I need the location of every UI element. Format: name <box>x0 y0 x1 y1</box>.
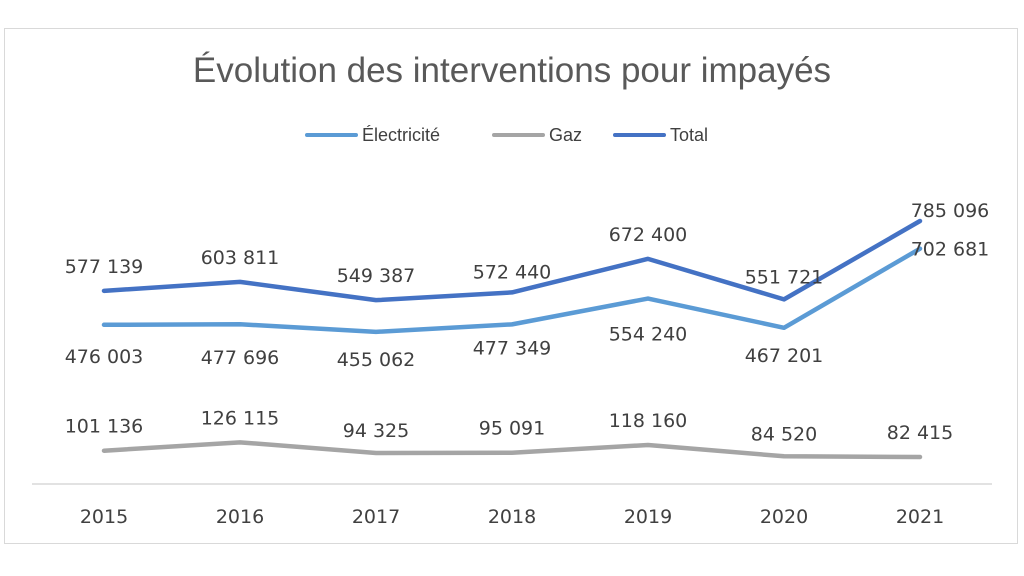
x-axis-ticks: 2015 2016 2017 2018 2019 2020 2021 <box>80 506 944 528</box>
x-tick-label-2017: 2017 <box>352 506 400 528</box>
data-label-total-2016: 603 811 <box>201 247 280 269</box>
data-label-total-2018: 572 440 <box>473 261 552 283</box>
data-label-electricite-2016: 477 696 <box>201 347 280 369</box>
legend-label-total: Total <box>670 125 708 145</box>
data-label-gaz-2020: 84 520 <box>751 423 817 445</box>
data-label-total-2019: 672 400 <box>609 224 688 246</box>
data-label-gaz-2018: 95 091 <box>479 418 545 440</box>
data-label-electricite-2017: 455 062 <box>337 349 416 371</box>
legend-label-gaz: Gaz <box>549 125 582 145</box>
data-label-gaz-2017: 94 325 <box>343 420 409 442</box>
x-tick-label-2015: 2015 <box>80 506 128 528</box>
data-labels: 476 003 477 696 455 062 477 349 554 240 467 2… <box>65 200 990 445</box>
x-tick-label-2018: 2018 <box>488 506 536 528</box>
x-tick-label-2020: 2020 <box>760 506 808 528</box>
x-tick-label-2021: 2021 <box>896 506 944 528</box>
series-lines <box>101 218 923 460</box>
data-label-gaz-2015: 101 136 <box>65 416 144 438</box>
data-label-total-2015: 577 139 <box>65 256 144 278</box>
data-label-electricite-2015: 476 003 <box>65 346 144 368</box>
data-label-gaz-2021: 82 415 <box>887 422 953 444</box>
data-label-gaz-2016: 126 115 <box>201 407 280 429</box>
data-label-electricite-2020: 467 201 <box>745 345 824 367</box>
data-label-total-2021: 785 096 <box>911 200 990 222</box>
data-label-electricite-2021: 702 681 <box>911 239 990 261</box>
x-tick-label-2016: 2016 <box>216 506 264 528</box>
x-tick-label-2019: 2019 <box>624 506 672 528</box>
data-label-electricite-2018: 477 349 <box>473 337 552 359</box>
legend: Électricité Gaz Total <box>305 125 708 145</box>
legend-label-electricite: Électricité <box>362 125 440 145</box>
data-label-gaz-2019: 118 160 <box>609 410 688 432</box>
chart-title: Évolution des interventions pour impayés <box>193 51 831 90</box>
data-label-total-2017: 549 387 <box>337 265 416 287</box>
data-label-total-2020: 551 721 <box>745 266 824 288</box>
data-label-electricite-2019: 554 240 <box>609 324 688 346</box>
